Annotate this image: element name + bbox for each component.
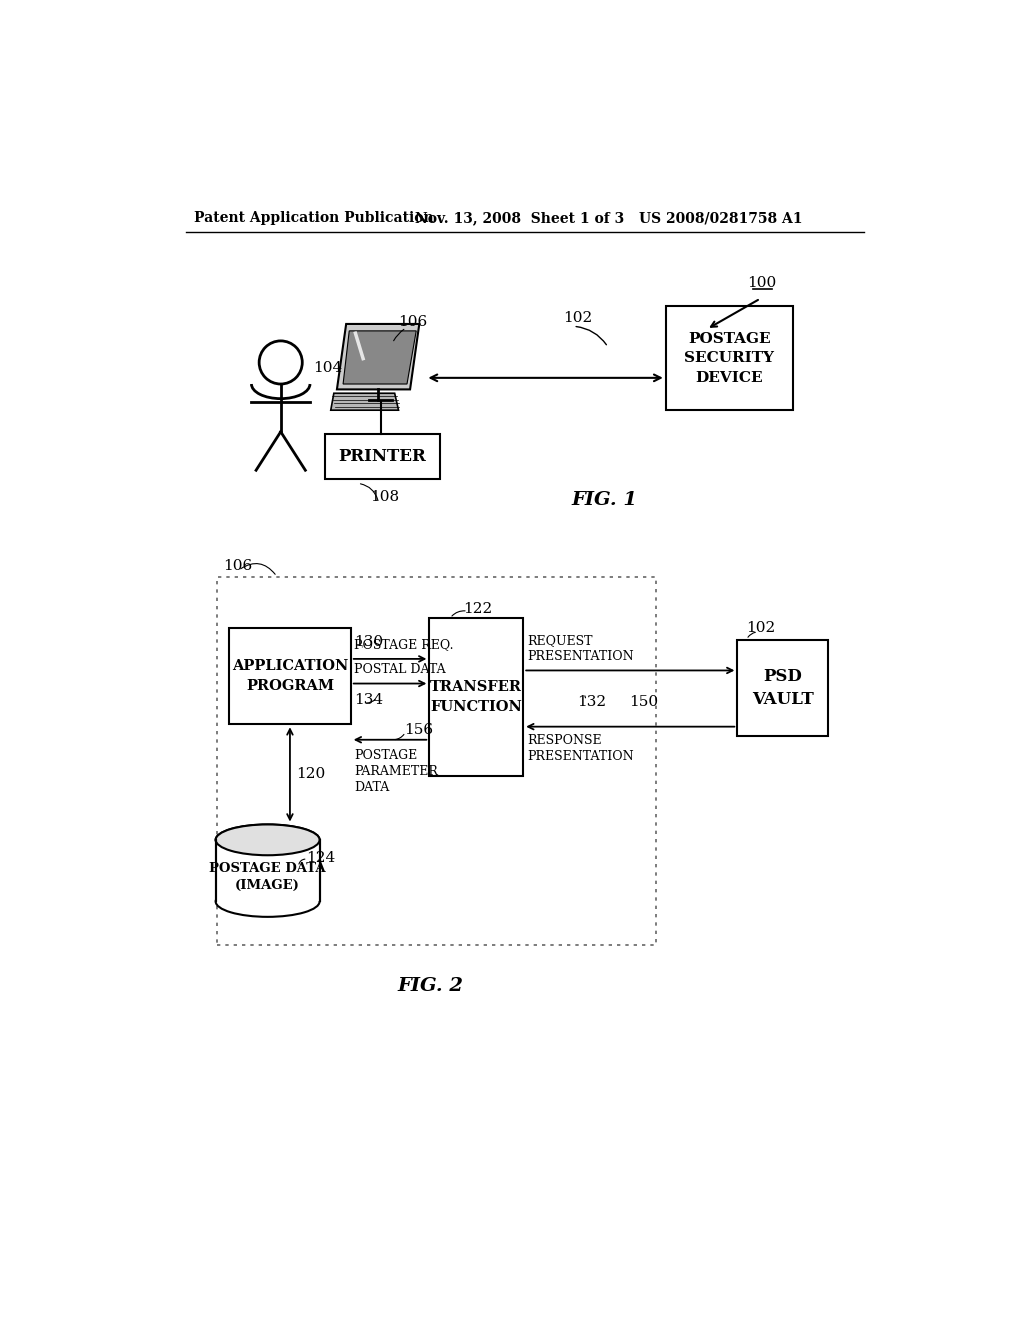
- Ellipse shape: [216, 825, 319, 855]
- Text: POSTAL DATA: POSTAL DATA: [354, 663, 445, 676]
- Text: 104: 104: [313, 360, 342, 375]
- Text: 102: 102: [563, 310, 593, 325]
- Text: 132: 132: [578, 696, 606, 709]
- Text: 124: 124: [306, 850, 336, 865]
- Text: 134: 134: [354, 693, 383, 708]
- Text: FIG. 2: FIG. 2: [398, 977, 464, 995]
- Text: 106: 106: [398, 314, 428, 329]
- Text: RESPONSE
PRESENTATION: RESPONSE PRESENTATION: [527, 734, 634, 763]
- Text: PRINTER: PRINTER: [339, 447, 426, 465]
- Text: 122: 122: [463, 602, 493, 616]
- Text: 108: 108: [370, 490, 399, 504]
- FancyBboxPatch shape: [429, 618, 523, 776]
- Text: US 2008/0281758 A1: US 2008/0281758 A1: [639, 211, 802, 226]
- Text: 106: 106: [223, 560, 252, 573]
- Text: APPLICATION
PROGRAM: APPLICATION PROGRAM: [231, 660, 348, 693]
- Text: TRANSFER
FUNCTION: TRANSFER FUNCTION: [430, 680, 522, 714]
- Polygon shape: [343, 331, 416, 384]
- FancyBboxPatch shape: [216, 840, 319, 902]
- Text: 150: 150: [630, 696, 658, 709]
- Ellipse shape: [216, 886, 319, 917]
- FancyBboxPatch shape: [325, 434, 440, 479]
- Text: Patent Application Publication: Patent Application Publication: [194, 211, 433, 226]
- FancyBboxPatch shape: [737, 640, 828, 737]
- Text: REQUEST
PRESENTATION: REQUEST PRESENTATION: [527, 634, 634, 663]
- Polygon shape: [331, 393, 398, 411]
- Polygon shape: [337, 323, 419, 389]
- Text: Nov. 13, 2008  Sheet 1 of 3: Nov. 13, 2008 Sheet 1 of 3: [416, 211, 625, 226]
- FancyBboxPatch shape: [229, 628, 351, 725]
- FancyBboxPatch shape: [666, 306, 793, 411]
- Text: PSD
VAULT: PSD VAULT: [752, 668, 814, 708]
- Text: POSTAGE
SECURITY
DEVICE: POSTAGE SECURITY DEVICE: [684, 331, 774, 384]
- Text: 102: 102: [746, 622, 776, 635]
- Text: 130: 130: [354, 635, 383, 649]
- Text: POSTAGE REQ.: POSTAGE REQ.: [354, 638, 454, 651]
- Text: FIG. 1: FIG. 1: [571, 491, 637, 508]
- Bar: [217, 577, 655, 945]
- Text: 156: 156: [403, 723, 433, 737]
- Text: 120: 120: [296, 767, 326, 781]
- Text: POSTAGE DATA
(IMAGE): POSTAGE DATA (IMAGE): [209, 862, 326, 892]
- Ellipse shape: [216, 825, 319, 855]
- Text: 100: 100: [748, 276, 776, 290]
- Text: POSTAGE
PARAMETER
DATA: POSTAGE PARAMETER DATA: [354, 748, 437, 795]
